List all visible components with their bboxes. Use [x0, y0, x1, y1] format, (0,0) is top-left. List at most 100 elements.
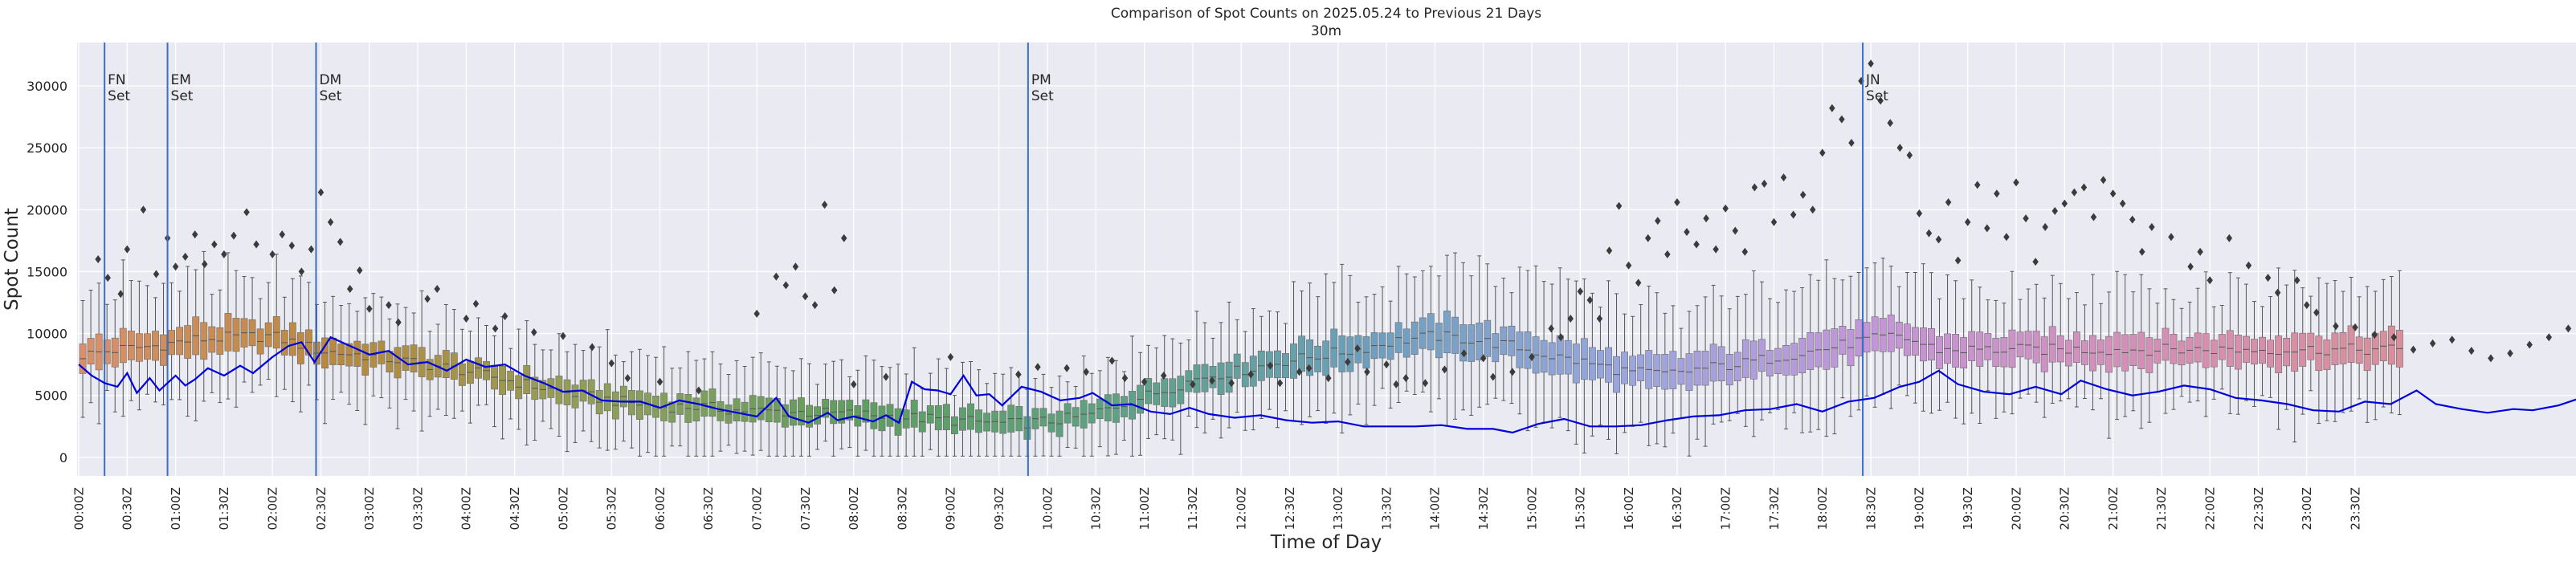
box-bin	[1580, 278, 1588, 454]
y-tick-label: 15000	[27, 264, 67, 279]
outlier-point	[1083, 368, 1089, 376]
box-bin	[1887, 266, 1895, 409]
box-bin	[983, 383, 991, 457]
box-bin	[1895, 286, 1903, 386]
box-bin	[248, 277, 256, 393]
y-tick-label: 20000	[27, 202, 67, 217]
x-tick-label: 13:00Z	[1331, 487, 1345, 531]
outlier-point	[366, 304, 373, 313]
outlier-point	[2149, 222, 2155, 231]
x-tick-label: 00:30Z	[120, 487, 135, 531]
box-bin	[475, 317, 482, 406]
box-bin	[571, 344, 579, 443]
outlier-point	[434, 285, 440, 294]
box-bin	[2170, 299, 2178, 410]
x-tick-label: 01:30Z	[217, 487, 231, 531]
box-bin	[1484, 263, 1492, 405]
outlier-point	[2371, 331, 2378, 339]
x-tick-label: 12:00Z	[1234, 487, 1248, 531]
annotation-label: Set	[319, 88, 341, 104]
box-bin	[144, 285, 151, 395]
outlier-point	[1935, 235, 1942, 244]
annotation-label: PM	[1031, 72, 1051, 88]
box-bin	[240, 276, 248, 383]
box-bin	[1516, 266, 1524, 415]
box-bin	[1112, 360, 1120, 455]
outlier-point	[463, 315, 470, 323]
outlier-point	[2207, 276, 2213, 285]
x-tick-label: 05:00Z	[556, 487, 570, 531]
outlier-point	[308, 245, 315, 254]
box-bin	[1153, 348, 1161, 436]
outlier-point	[2187, 262, 2194, 271]
y-tick-label: 10000	[27, 327, 67, 342]
x-axis-label: Time of Day	[1270, 532, 1382, 553]
box-bin	[1669, 305, 1677, 434]
outlier-point	[317, 188, 325, 197]
outlier-point	[1635, 278, 1642, 287]
box-bin	[595, 346, 603, 449]
outlier-point	[2488, 354, 2494, 363]
x-tick-label: 14:00Z	[1428, 487, 1443, 531]
outlier-point	[1790, 210, 1797, 219]
outlier-point	[1655, 217, 1661, 226]
x-tick-label: 08:30Z	[895, 487, 909, 531]
outlier-point	[2468, 347, 2475, 356]
box-bin	[628, 351, 635, 449]
outlier-point	[1780, 173, 1787, 182]
outlier-point	[153, 270, 160, 278]
outlier-point	[1994, 189, 2000, 198]
box-bin	[1823, 259, 1831, 437]
box-bin	[1815, 279, 1823, 430]
outlier-point	[2090, 213, 2097, 222]
outlier-point	[1713, 245, 1719, 254]
box-bin	[716, 363, 725, 452]
outlier-point	[2061, 199, 2068, 208]
outlier-point	[2333, 322, 2339, 331]
box-bin	[1468, 275, 1476, 416]
outlier-point	[773, 272, 780, 281]
box-bin	[1257, 315, 1265, 419]
outlier-point	[231, 231, 237, 240]
outlier-point	[501, 311, 508, 320]
x-tick-label: 13:30Z	[1379, 487, 1394, 531]
outlier-point	[1684, 228, 1690, 237]
box-bin	[2387, 275, 2395, 414]
box-bin	[1936, 298, 1943, 411]
box-bin	[1492, 286, 1500, 399]
x-tick-label: 23:00Z	[2300, 487, 2314, 531]
outlier-point	[883, 372, 889, 381]
x-tick-label: 23:30Z	[2348, 487, 2362, 531]
outlier-point	[140, 205, 147, 214]
box-bin	[1782, 289, 1790, 429]
box-bin	[103, 303, 111, 392]
outlier-point	[1160, 372, 1167, 380]
outlier-point	[1529, 352, 1535, 361]
box-bin	[1047, 387, 1055, 457]
box-bin	[2040, 297, 2048, 418]
outlier-point	[560, 331, 566, 340]
box-bin	[1419, 270, 1427, 392]
box-bin	[1984, 299, 1992, 392]
box-bin	[951, 395, 958, 457]
outlier-point	[202, 260, 208, 269]
box-bin	[854, 369, 862, 457]
outlier-point	[1267, 361, 1274, 370]
box-bin	[700, 358, 708, 457]
box-bin	[814, 384, 821, 450]
x-tick-label: 00:00Z	[71, 487, 86, 531]
box-bin	[1605, 280, 1612, 440]
box-bin	[2299, 287, 2307, 415]
box-bin	[184, 266, 192, 417]
outlier-point	[1606, 246, 1613, 255]
box-bin	[280, 296, 288, 390]
box-bin	[1435, 275, 1443, 400]
box-bin	[2355, 296, 2363, 400]
box-bin	[2145, 288, 2153, 423]
x-tick-label: 08:00Z	[847, 487, 861, 531]
outlier-point	[792, 262, 799, 271]
box-bin	[1613, 293, 1620, 454]
box-bin	[539, 349, 547, 422]
x-tick-label: 04:00Z	[459, 487, 474, 531]
box-bin	[2234, 277, 2242, 415]
